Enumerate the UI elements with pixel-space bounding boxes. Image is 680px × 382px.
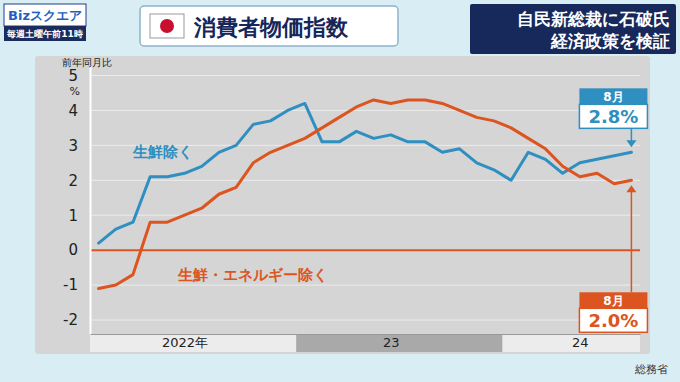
zero-line — [90, 249, 640, 251]
title: 消費者物価指数 — [193, 15, 349, 40]
callout-value-box — [579, 104, 647, 128]
x-axis: 2022年 23 24 — [91, 334, 641, 350]
y-tick: -2 — [63, 311, 90, 329]
y-tick-label: 5 — [68, 67, 78, 85]
y-tick: 2 — [68, 172, 90, 190]
lines — [99, 100, 632, 289]
y-axis-title: 前年同月比 — [62, 57, 112, 68]
callout-arrow — [626, 140, 636, 147]
chart-container: Bizスクエア毎週土曜午前11時 消費者物価指数 自民新総裁に石破氏経済政策を検証 -… — [0, 0, 680, 382]
source: 総務省 — [634, 363, 668, 376]
x-tick: 23 — [383, 334, 400, 350]
callout: 8月 2.8% — [579, 88, 647, 147]
data-label: 2.8% — [588, 106, 638, 127]
y-tick: 1 — [68, 207, 90, 225]
flag-sun — [160, 19, 174, 33]
y-tick-label: 2 — [68, 172, 78, 190]
x-tick: 24 — [572, 334, 589, 350]
logo-box — [4, 4, 86, 26]
title-box — [140, 6, 398, 46]
x-band — [503, 334, 641, 352]
data-label: 2.0% — [588, 310, 638, 331]
grid-line — [90, 75, 640, 76]
background — [0, 0, 680, 382]
y-tick-label: -1 — [63, 276, 78, 294]
callout: 8月 2.0% — [579, 185, 647, 332]
y-axis-line — [90, 66, 92, 335]
y-tick: 3 — [68, 137, 90, 155]
series-label: 生鮮除く — [132, 143, 193, 161]
x-bands — [90, 334, 640, 352]
callout-header-box — [579, 292, 647, 308]
logo-text: Bizスクエア — [8, 8, 82, 23]
chart-svg: Bizスクエア毎週土曜午前11時 消費者物価指数 自民新総裁に石破氏経済政策を検証 -… — [0, 0, 680, 382]
headline-box — [470, 4, 676, 54]
series-line — [99, 103, 632, 243]
y-tick: -1 — [63, 276, 90, 294]
y-tick: 0 — [68, 241, 90, 259]
flag — [150, 14, 184, 38]
y-tick-label: 0 — [68, 241, 78, 259]
y-unit: % — [70, 85, 80, 98]
grid-line — [90, 110, 640, 111]
y-tick: 5 — [68, 67, 90, 85]
grid-line — [90, 285, 640, 286]
logo-sub-text: 毎週土曜午前11時 — [6, 29, 83, 39]
logo: Bizスクエア毎週土曜午前11時 — [4, 4, 86, 41]
y-tick-label: 4 — [68, 102, 78, 120]
headline-line: 経済政策を検証 — [550, 31, 670, 51]
callout-header-box — [579, 88, 647, 104]
grid-line — [90, 180, 640, 181]
grid-line — [90, 215, 640, 216]
callout-header: 8月 — [603, 90, 623, 104]
x-tick-label: 2022年 — [162, 335, 208, 350]
headline-group: 自民新総裁に石破氏経済政策を検証 — [470, 4, 676, 54]
grid-line — [90, 320, 640, 321]
x-tick: 2022年 — [162, 334, 208, 350]
x-band — [90, 334, 296, 352]
series-label: 生鮮・エネルギー除く — [177, 266, 328, 284]
callout-pointer — [631, 190, 633, 292]
y-tick: 4 — [68, 102, 90, 120]
y-tick-label: -2 — [63, 311, 78, 329]
x-tick-label: 24 — [572, 335, 589, 350]
callout-pointer — [631, 128, 633, 142]
grid — [90, 75, 640, 320]
y-tick-label: 1 — [68, 207, 78, 225]
y-tick-label: 3 — [68, 137, 78, 155]
callout-header: 8月 — [603, 294, 623, 308]
y-axis: -2 -1 0 1 2 3 4 5 — [63, 66, 90, 335]
series-line — [99, 100, 632, 289]
callout-value-box — [579, 308, 647, 332]
logo-sub-box — [4, 26, 86, 41]
x-tick-label: 23 — [383, 335, 400, 350]
chart-panel — [35, 56, 650, 354]
x-band — [296, 334, 502, 352]
title-group: 消費者物価指数 — [140, 6, 398, 46]
headline-line: 自民新総裁に石破氏 — [517, 9, 670, 29]
callout-arrow — [626, 185, 636, 192]
